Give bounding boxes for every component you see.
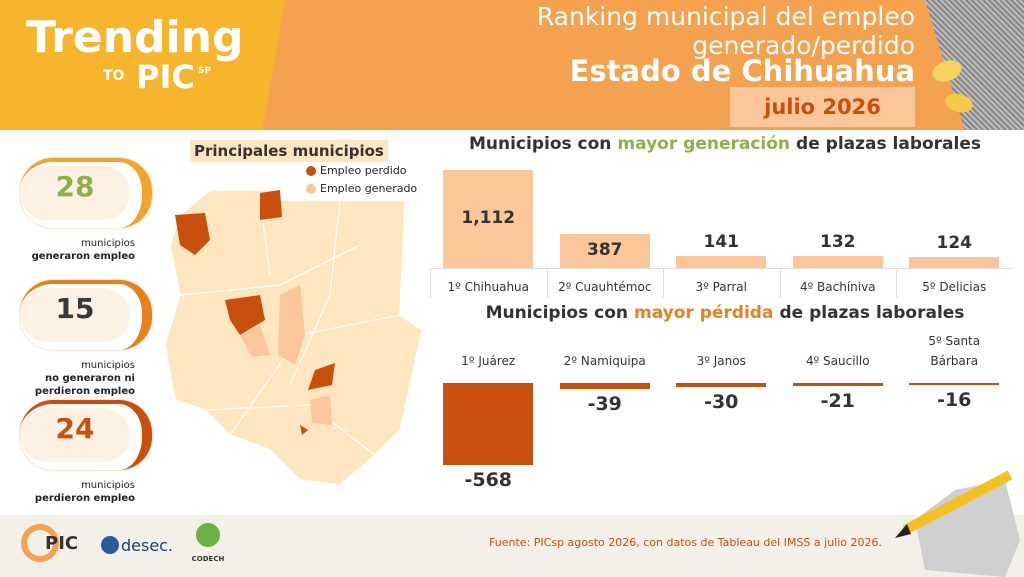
chart-title: Municipios con mayor pérdida de plazas lab… (430, 303, 1020, 323)
stat-text: perdieron empleo (34, 386, 135, 397)
stat-text: perdieron empleo (34, 493, 135, 504)
period: julio 2026 (730, 87, 915, 127)
stat-inner (20, 288, 130, 342)
header-title: Ranking municipal del empleo generado/pe… (537, 2, 915, 60)
map (164, 189, 423, 486)
illustration (895, 470, 1020, 577)
stat-text: no generaron ni (45, 373, 135, 384)
stat-text: municipios (81, 480, 135, 491)
bar (792, 256, 883, 268)
title-part: de plazas laborales (796, 134, 981, 154)
value-label: -16 (937, 389, 972, 412)
decoration (932, 60, 973, 113)
chart-title: Municipios con mayor generación de plazas … (430, 134, 1020, 154)
category-label: 4º Saucillo (805, 354, 870, 368)
title-part: Municipios con (468, 134, 612, 154)
separator (430, 268, 431, 298)
bar (559, 233, 650, 268)
category-label: 2º Cuauhtémoc (558, 280, 652, 294)
brand-pic: PIC (136, 58, 195, 96)
category-label: 3º Parral (695, 280, 748, 294)
baseline (430, 268, 1013, 269)
brand-block (0, 0, 285, 130)
bar (676, 383, 767, 388)
logos: PIC desec. CODECH (21, 523, 225, 563)
stat-inner (20, 166, 130, 220)
separator (896, 268, 897, 298)
legend-label: Empleo generado (320, 182, 418, 195)
logo: PIC (45, 533, 78, 554)
stat-inner (20, 408, 130, 462)
brand: Trending (26, 12, 244, 63)
stat-value: 15 (55, 292, 95, 325)
bar (443, 170, 534, 268)
category-label: 1º Chihuahua (447, 280, 530, 294)
category-label: 1º Juárez (461, 354, 516, 368)
bar (559, 383, 650, 389)
map-title: Principales municipios (190, 140, 388, 162)
value-label: 141 (703, 231, 740, 252)
title-part: mayor generación (617, 134, 791, 154)
category-label: 5º Santa Bárbara (928, 334, 981, 368)
source: Fuente: PICsp agosto 2026, con datos de … (489, 536, 882, 549)
stat-value: 28 (55, 170, 95, 203)
state: Estado de Chihuahua (569, 54, 915, 88)
title-part: mayor pérdida (634, 303, 774, 323)
title-part: Municipios con (485, 303, 628, 323)
category-label: 3º Janos (696, 354, 746, 368)
category-label: 5º Delicias (922, 280, 987, 294)
logo: CODECH (192, 555, 225, 563)
legend-swatch (306, 184, 316, 194)
value-label: 387 (587, 239, 623, 260)
category-label: 4º Bachíniva (799, 280, 876, 294)
value-label: -21 (820, 390, 855, 413)
legend-label: Empleo perdido (320, 164, 407, 177)
separator (546, 268, 548, 298)
brand-sp: SP (198, 66, 212, 76)
value-label: 1,112 (461, 208, 516, 228)
separator (663, 268, 664, 298)
stat-text: municipios (81, 238, 135, 249)
value-label: 124 (936, 233, 973, 254)
stat-text: municipios (81, 360, 135, 371)
separator (779, 268, 781, 298)
stat-value: 24 (55, 412, 95, 445)
bar (792, 383, 883, 387)
bar (443, 383, 534, 465)
title-line: generado/perdido (692, 31, 915, 60)
value-label: 132 (820, 232, 856, 253)
value-label: -30 (704, 391, 739, 414)
value-label: -568 (464, 469, 513, 491)
bar (676, 255, 767, 268)
category-label: 2º Namiquipa (563, 354, 646, 368)
bar (909, 257, 1000, 268)
stat-text: generaron empleo (31, 251, 135, 262)
footer-band (0, 515, 1024, 577)
logo: desec. (121, 536, 173, 555)
brand-to: TO (103, 68, 125, 84)
title-part: de plazas laborales (779, 303, 965, 323)
value-label: -39 (587, 392, 622, 415)
legend-swatch (306, 166, 316, 176)
bar (909, 383, 1000, 386)
title-line: Ranking municipal del empleo (536, 2, 915, 31)
